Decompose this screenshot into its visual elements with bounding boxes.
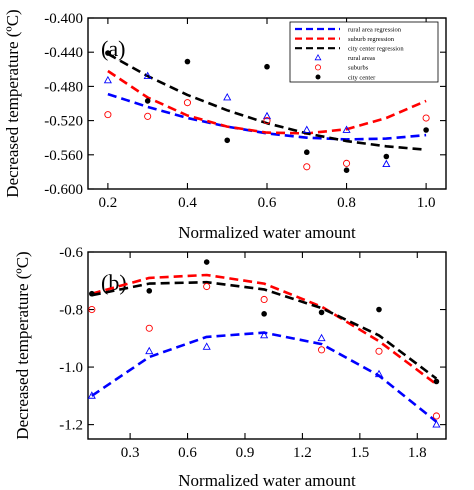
y-tick-label: -0.6: [59, 245, 83, 261]
x-axis-title: Normalized water amount: [178, 471, 356, 490]
x-tick-label: 1.2: [293, 445, 312, 461]
chart-panel-a: 0.2 0.4 0.6 0.8 1.0 -0.400 -0.440 -0.480 -0.520 -…: [3, 9, 447, 242]
point-suburbs: [144, 112, 152, 120]
y-tick-label: -1.2: [59, 418, 83, 434]
point-city-center: [89, 290, 95, 297]
point-rural-areas: [432, 420, 441, 428]
point-city-center: [343, 167, 350, 173]
point-city-center: [184, 58, 191, 65]
point-city-center: [203, 259, 210, 265]
legend-label: city center: [348, 74, 376, 81]
plot-frame: [87, 251, 447, 440]
point-city-center: [224, 137, 231, 144]
y-tick-label: -0.560: [44, 148, 83, 164]
legend-swatch-rural-areas: [314, 53, 322, 61]
legend-label: rural areas: [348, 55, 376, 62]
point-rural-areas: [145, 346, 154, 355]
point-suburbs: [183, 99, 191, 107]
point-rural-areas: [302, 125, 311, 133]
x-axis-title: Normalized water amount: [178, 223, 356, 242]
y-tick-label: -0.480: [44, 79, 83, 95]
y-tick-label: -0.520: [44, 114, 83, 130]
point-suburbs: [104, 111, 112, 119]
legend-swatch-city-center: [315, 74, 321, 80]
point-suburbs: [343, 159, 351, 167]
legend-label: city center regression: [348, 46, 404, 53]
x-tick-label: 1.5: [350, 445, 369, 461]
point-city-center: [144, 98, 151, 104]
point-rural-areas: [202, 342, 211, 350]
legend-label: rural area regression: [348, 26, 402, 33]
x-tick-label: 0.6: [258, 195, 277, 211]
point-city-center: [264, 63, 270, 70]
point-city-center: [376, 306, 382, 313]
plot-area: [91, 273, 438, 423]
point-rural-areas: [382, 159, 391, 168]
plot-area: [107, 52, 427, 151]
point-rural-areas: [143, 71, 152, 79]
y-tick-label: -0.8: [59, 303, 83, 319]
point-city-center: [383, 153, 390, 160]
point-suburbs: [260, 295, 268, 304]
point-city-center: [433, 378, 440, 385]
legend-label: suburb regression: [348, 36, 395, 43]
x-tick-label: 0.8: [337, 195, 356, 211]
y-tick-label: -1.0: [59, 360, 83, 376]
point-rural-areas: [223, 92, 232, 101]
y-tick-label: -0.400: [44, 11, 83, 27]
point-rural-areas: [342, 125, 351, 133]
series-line-city-center-regression: [91, 280, 438, 380]
point-rural-areas: [103, 75, 112, 84]
point-city-center: [318, 309, 325, 316]
point-suburbs: [303, 163, 311, 171]
series-line-suburb-regression: [107, 69, 427, 135]
point-rural-areas: [260, 330, 269, 339]
point-suburbs: [203, 282, 211, 291]
x-tick-label: 1.0: [417, 195, 436, 211]
series-line-suburb-regression: [91, 273, 438, 386]
point-rural-areas: [262, 111, 272, 120]
chart-panel-b: 0.3 0.6 0.9 1.2 1.5 1.8 -0.6 -0.8 -1.0 -1.2 Normal…: [13, 245, 447, 490]
point-city-center: [423, 127, 429, 133]
point-city-center: [105, 50, 111, 56]
x-tick-label: 0.4: [178, 195, 197, 211]
x-tick-label: 1.8: [408, 445, 427, 461]
series-line-rural-area-regression: [107, 92, 427, 141]
y-tick-label: -0.600: [44, 182, 83, 198]
x-tick-label: 0.9: [236, 445, 255, 461]
series-line-city-center-regression: [107, 52, 427, 151]
point-suburbs: [88, 305, 96, 314]
point-rural-areas: [317, 333, 326, 342]
x-tick-label: 0.6: [178, 445, 197, 461]
x-tick-label: 0.2: [99, 195, 118, 211]
y-axis-title: Decreased temperature (ºC): [3, 9, 22, 197]
point-city-center: [261, 311, 267, 317]
point-suburbs: [145, 324, 153, 332]
legend-swatch-suburbs: [314, 64, 321, 71]
x-tick-label: 0.3: [121, 445, 140, 461]
point-suburbs: [318, 346, 326, 354]
point-suburbs: [375, 347, 383, 355]
point-rural-areas: [87, 391, 96, 399]
point-suburbs: [432, 412, 440, 420]
point-city-center: [303, 149, 310, 156]
point-city-center: [146, 288, 153, 294]
point-rural-areas: [374, 369, 384, 378]
y-axis-title: Decreased temperature (ºC): [13, 251, 32, 439]
point-suburbs: [422, 114, 430, 122]
y-tick-label: -0.440: [44, 45, 83, 61]
legend-box: [289, 21, 439, 83]
legend-label: suburbs: [348, 65, 369, 72]
point-suburbs: [263, 117, 271, 125]
legend: rural area regression suburb regression ci…: [289, 21, 439, 83]
